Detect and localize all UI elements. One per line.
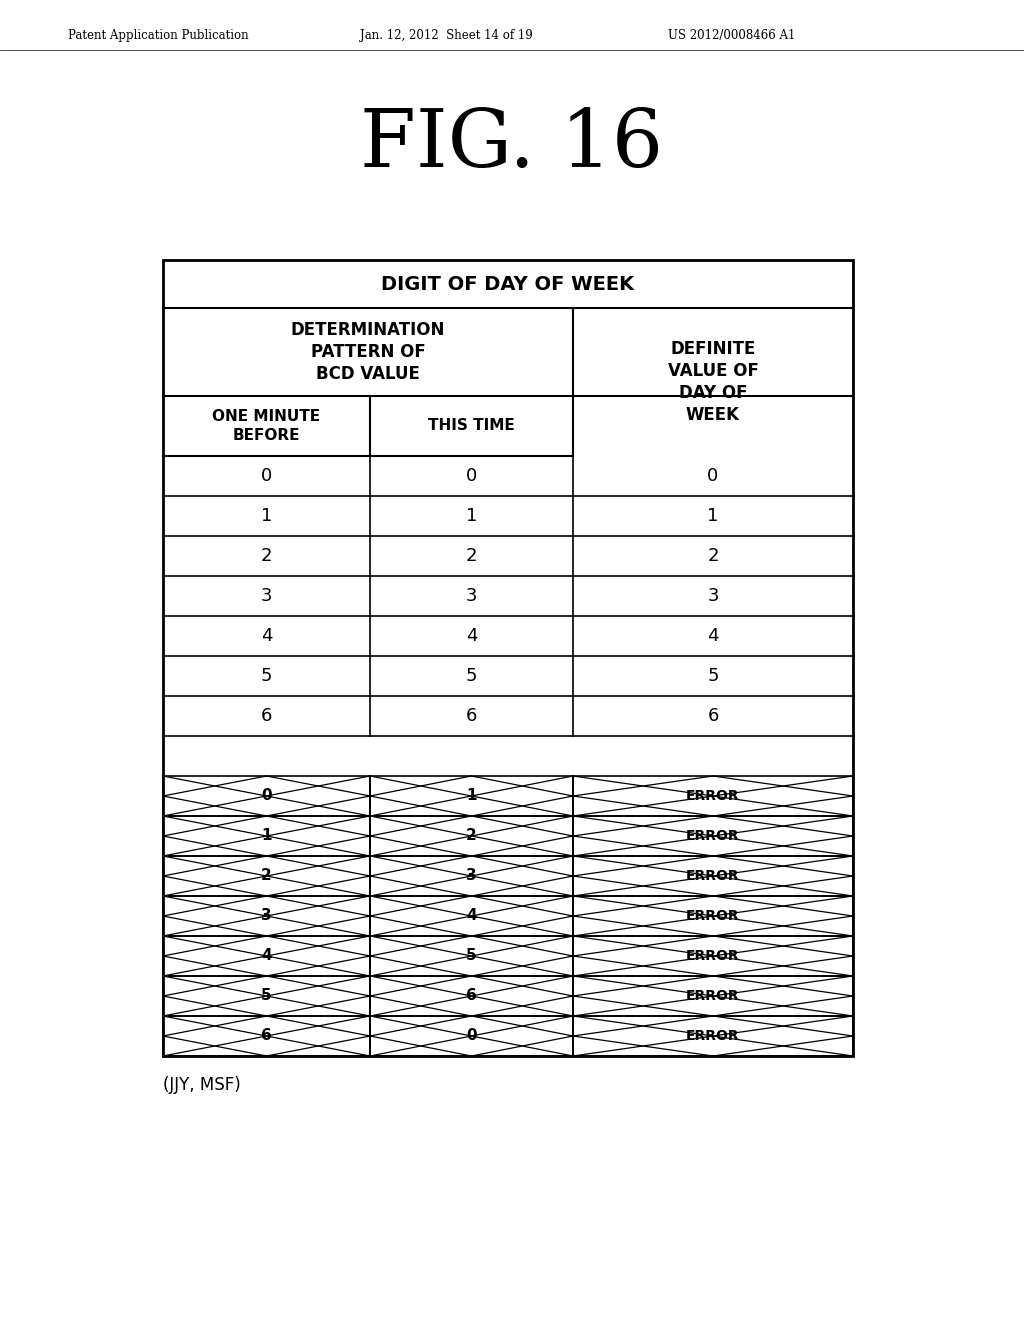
Text: 4: 4 (261, 627, 272, 645)
Text: Patent Application Publication: Patent Application Publication (68, 29, 249, 41)
Text: DIGIT OF DAY OF WEEK: DIGIT OF DAY OF WEEK (381, 275, 635, 293)
Text: (JJY, MSF): (JJY, MSF) (163, 1076, 241, 1094)
Text: 4: 4 (466, 908, 477, 924)
Text: 0: 0 (466, 1028, 477, 1044)
Text: FIG. 16: FIG. 16 (360, 106, 664, 183)
Text: 6: 6 (261, 708, 272, 725)
Bar (163, 260, 853, 1056)
Text: 5: 5 (261, 667, 272, 685)
Text: ERROR: ERROR (686, 909, 739, 923)
Text: 4: 4 (261, 949, 271, 964)
Text: 2: 2 (261, 546, 272, 565)
Text: Jan. 12, 2012  Sheet 14 of 19: Jan. 12, 2012 Sheet 14 of 19 (360, 29, 532, 41)
Text: ERROR: ERROR (686, 869, 739, 883)
Text: 6: 6 (466, 708, 477, 725)
Text: 0: 0 (261, 467, 272, 484)
Text: 6: 6 (708, 708, 719, 725)
Text: 4: 4 (708, 627, 719, 645)
Text: THIS TIME: THIS TIME (428, 418, 515, 433)
Text: 3: 3 (708, 587, 719, 605)
Text: 5: 5 (708, 667, 719, 685)
Text: 5: 5 (261, 989, 271, 1003)
Text: DETERMINATION
PATTERN OF
BCD VALUE: DETERMINATION PATTERN OF BCD VALUE (291, 321, 445, 383)
Text: DEFINITE
VALUE OF
DAY OF
WEEK: DEFINITE VALUE OF DAY OF WEEK (668, 339, 759, 424)
Text: 3: 3 (466, 869, 477, 883)
Text: ERROR: ERROR (686, 949, 739, 964)
Text: 5: 5 (466, 949, 477, 964)
Text: ERROR: ERROR (686, 1030, 739, 1043)
Text: 0: 0 (261, 788, 271, 804)
Text: 3: 3 (466, 587, 477, 605)
Text: ERROR: ERROR (686, 829, 739, 843)
Text: 1: 1 (261, 829, 271, 843)
Text: 2: 2 (261, 869, 272, 883)
Text: ONE MINUTE
BEFORE: ONE MINUTE BEFORE (212, 409, 321, 442)
Text: ERROR: ERROR (686, 989, 739, 1003)
Text: 5: 5 (466, 667, 477, 685)
Text: US 2012/0008466 A1: US 2012/0008466 A1 (668, 29, 796, 41)
Text: 2: 2 (466, 829, 477, 843)
Text: 3: 3 (261, 587, 272, 605)
Text: 1: 1 (261, 507, 272, 525)
Text: 2: 2 (466, 546, 477, 565)
Text: 1: 1 (708, 507, 719, 525)
Text: 0: 0 (708, 467, 719, 484)
Text: 1: 1 (466, 507, 477, 525)
Text: 1: 1 (466, 788, 477, 804)
Text: 0: 0 (466, 467, 477, 484)
Text: 3: 3 (261, 908, 271, 924)
Text: 6: 6 (261, 1028, 272, 1044)
Text: 4: 4 (466, 627, 477, 645)
Text: 6: 6 (466, 989, 477, 1003)
Text: 2: 2 (708, 546, 719, 565)
Text: ERROR: ERROR (686, 789, 739, 803)
